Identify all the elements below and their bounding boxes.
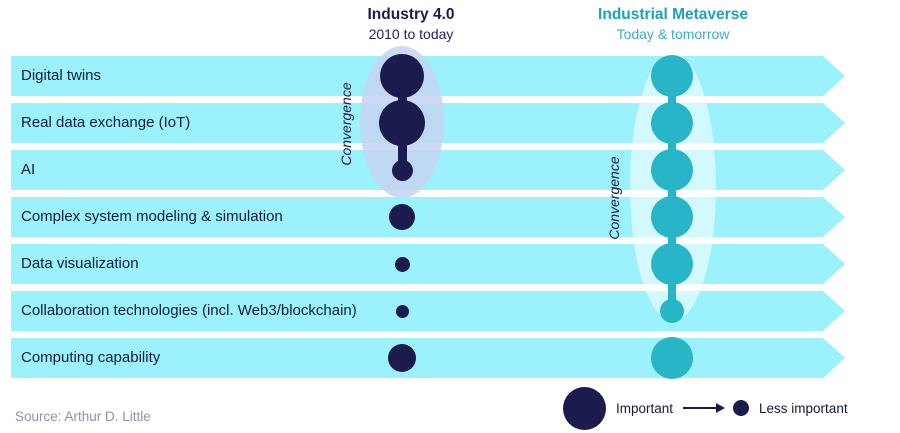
convergence-label-metaverse: Convergence <box>606 156 622 240</box>
industry-subtitle: 2010 to today <box>368 26 454 42</box>
industry-dot <box>391 159 413 181</box>
row-band: Data visualization <box>11 244 845 284</box>
metaverse-title: Industrial Metaverse <box>598 6 748 23</box>
industry-dot <box>380 54 424 98</box>
arrow-shaft <box>683 407 717 409</box>
industry-dot <box>389 204 415 230</box>
legend-important-dot <box>563 386 606 430</box>
column-header-metaverse: Industrial Metaverse Today & tomorrow <box>578 6 768 44</box>
row-band: Computing capability <box>11 338 845 378</box>
industry-dot <box>379 100 425 146</box>
metaverse-dot <box>651 337 693 379</box>
row-label: Real data exchange (IoT) <box>21 114 191 131</box>
row-label: Collaboration technologies (incl. Web3/b… <box>21 302 357 319</box>
arrow-head <box>716 403 726 413</box>
row-label: Complex system modeling & simulation <box>21 208 283 225</box>
arrow-icon <box>683 403 726 413</box>
source-credit: Source: Arthur D. Little <box>15 409 151 424</box>
column-header-industry: Industry 4.0 2010 to today <box>331 6 491 44</box>
metaverse-dot <box>660 299 684 323</box>
legend-important-label: Important <box>616 400 674 416</box>
row-label: Computing capability <box>21 349 161 366</box>
metaverse-dot <box>651 196 693 238</box>
convergence-label-industry: Convergence <box>338 82 354 166</box>
row-band: Collaboration technologies (incl. Web3/b… <box>11 291 845 331</box>
industry-dot <box>388 344 416 372</box>
metaverse-dot <box>651 55 693 97</box>
metaverse-connector <box>668 76 676 311</box>
legend-less-important-label: Less important <box>759 400 848 416</box>
metaverse-dot <box>651 102 693 144</box>
metaverse-dot <box>651 243 693 285</box>
metaverse-subtitle: Today & tomorrow <box>616 26 730 42</box>
row-label: Digital twins <box>21 67 102 84</box>
row-band: Complex system modeling & simulation <box>11 197 845 237</box>
metaverse-dot <box>651 149 693 191</box>
legend-less-important-dot <box>733 400 750 416</box>
industry-dot <box>394 256 410 272</box>
industry-title: Industry 4.0 <box>367 6 455 23</box>
row-label: AI <box>21 161 36 178</box>
industry-dot <box>395 304 409 318</box>
row-label: Data visualization <box>21 255 139 272</box>
legend: Important Less important <box>563 386 848 430</box>
